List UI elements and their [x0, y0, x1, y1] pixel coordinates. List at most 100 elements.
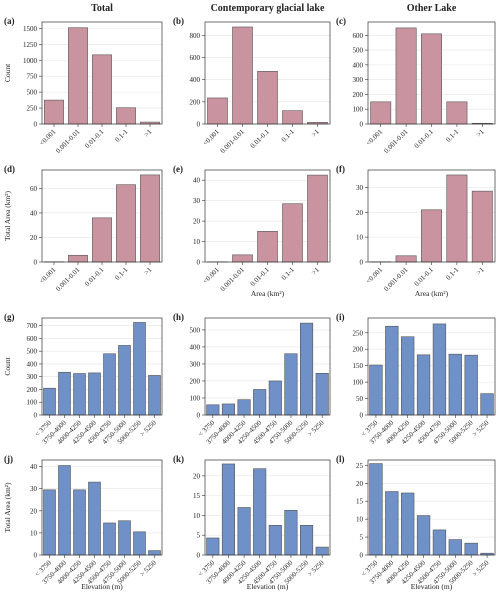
bar	[480, 393, 494, 416]
y-tick-label: 300	[353, 76, 364, 84]
x-tick-label: 0.1-1	[113, 265, 129, 281]
y-tick-label: 25	[356, 462, 364, 470]
bar	[464, 354, 478, 416]
bar	[232, 26, 253, 125]
x-tick-label: >1	[310, 127, 321, 138]
bar	[401, 492, 415, 556]
bar	[315, 546, 329, 556]
plot-frame	[204, 21, 331, 125]
y-tick-label: 30	[356, 184, 364, 192]
y-tick-label: 200	[190, 98, 201, 106]
panel-label: (f)	[336, 164, 345, 174]
y-tick-label: 400	[27, 360, 38, 368]
bar	[421, 33, 442, 125]
bar	[446, 101, 468, 125]
y-tick-label: 10	[356, 516, 364, 524]
y-tick-label: 750	[27, 73, 38, 81]
y-tick-label: 0	[197, 412, 201, 420]
bar	[282, 110, 303, 125]
y-axis-label: Count	[3, 356, 12, 375]
bar	[416, 515, 431, 556]
panel-label: (l)	[336, 454, 345, 464]
bar	[268, 380, 282, 416]
bar	[268, 525, 282, 556]
x-tick-label: 0.1-1	[280, 265, 296, 281]
y-tick-label: 200	[353, 346, 364, 354]
x-tick-label: 0.01-0.1	[413, 127, 436, 150]
y-tick-label: 200	[353, 91, 364, 99]
bar	[44, 99, 64, 125]
bar	[103, 353, 116, 416]
plot-frame	[204, 459, 331, 556]
y-tick-label: 40	[30, 209, 38, 217]
bar	[103, 522, 116, 556]
y-tick-label: 400	[190, 343, 201, 351]
x-axis-label: Area (km²)	[415, 289, 449, 298]
x-tick-label: > 5250	[471, 418, 491, 438]
bar	[206, 404, 220, 416]
panel-label: (i)	[336, 312, 345, 322]
bar	[315, 373, 329, 416]
x-tick-label: 0.001-0.01	[219, 265, 246, 292]
bar	[118, 345, 131, 416]
x-axis-label: Elevation (m)	[81, 582, 123, 591]
x-tick-label: 0.01-0.1	[249, 265, 272, 288]
plot-frame	[367, 459, 496, 556]
x-tick-label: <0.001	[201, 265, 221, 285]
column-title: Other Lake	[407, 3, 457, 14]
plot-frame	[367, 169, 496, 263]
bar	[432, 323, 447, 416]
y-axis-label: Total Area (km²)	[3, 482, 12, 533]
bar	[253, 468, 267, 556]
bar	[471, 190, 493, 263]
bar	[284, 509, 298, 556]
bar	[43, 387, 56, 416]
y-tick-label: 60	[30, 185, 38, 193]
y-tick-label: 40	[30, 463, 38, 471]
y-tick-label: 1500	[23, 25, 38, 33]
x-tick-label: 0.01-0.1	[83, 127, 106, 150]
y-tick-label: 800	[190, 32, 201, 40]
y-tick-label: 1250	[23, 41, 38, 49]
x-axis-label: Area (km²)	[251, 289, 285, 298]
plot-frame	[41, 317, 163, 416]
y-tick-label: 250	[27, 105, 38, 113]
plot-frame	[204, 317, 331, 416]
bar	[206, 537, 220, 556]
x-tick-label: 0.1-1	[444, 127, 460, 143]
bar	[68, 27, 88, 125]
y-tick-label: 20	[30, 234, 38, 242]
bar	[257, 71, 278, 125]
bar	[300, 525, 314, 556]
bar	[43, 489, 56, 556]
bar	[232, 254, 253, 263]
x-tick-label: 0.1-1	[280, 127, 296, 143]
bar	[116, 184, 136, 263]
plot-frame	[367, 21, 496, 125]
y-tick-label: 10	[193, 512, 201, 520]
y-tick-label: 200	[190, 377, 201, 385]
y-tick-label: 0	[34, 259, 38, 267]
bar	[207, 97, 228, 125]
x-tick-label: > 5250	[138, 558, 158, 578]
bar	[140, 174, 160, 263]
panel-label: (b)	[173, 16, 184, 26]
y-tick-label: 30	[193, 197, 201, 205]
y-tick-label: 15	[193, 492, 201, 500]
x-tick-label: <0.001	[38, 265, 58, 285]
y-tick-label: 10	[30, 529, 38, 537]
x-tick-label: 0.001-0.01	[382, 127, 409, 154]
x-tick-label: > 5250	[306, 558, 326, 578]
bar	[421, 209, 442, 263]
y-tick-label: 250	[353, 329, 364, 337]
panel-label: (g)	[4, 312, 15, 322]
bar	[221, 463, 235, 556]
panel-label: (h)	[173, 312, 184, 322]
column-title: Contemporary glacial lake	[211, 3, 325, 14]
plot-frame	[41, 459, 163, 556]
column-title: Total	[91, 3, 113, 14]
bar	[395, 27, 417, 125]
x-tick-label: 0.001-0.01	[382, 265, 409, 292]
x-axis-label: Elevation (m)	[411, 582, 453, 591]
